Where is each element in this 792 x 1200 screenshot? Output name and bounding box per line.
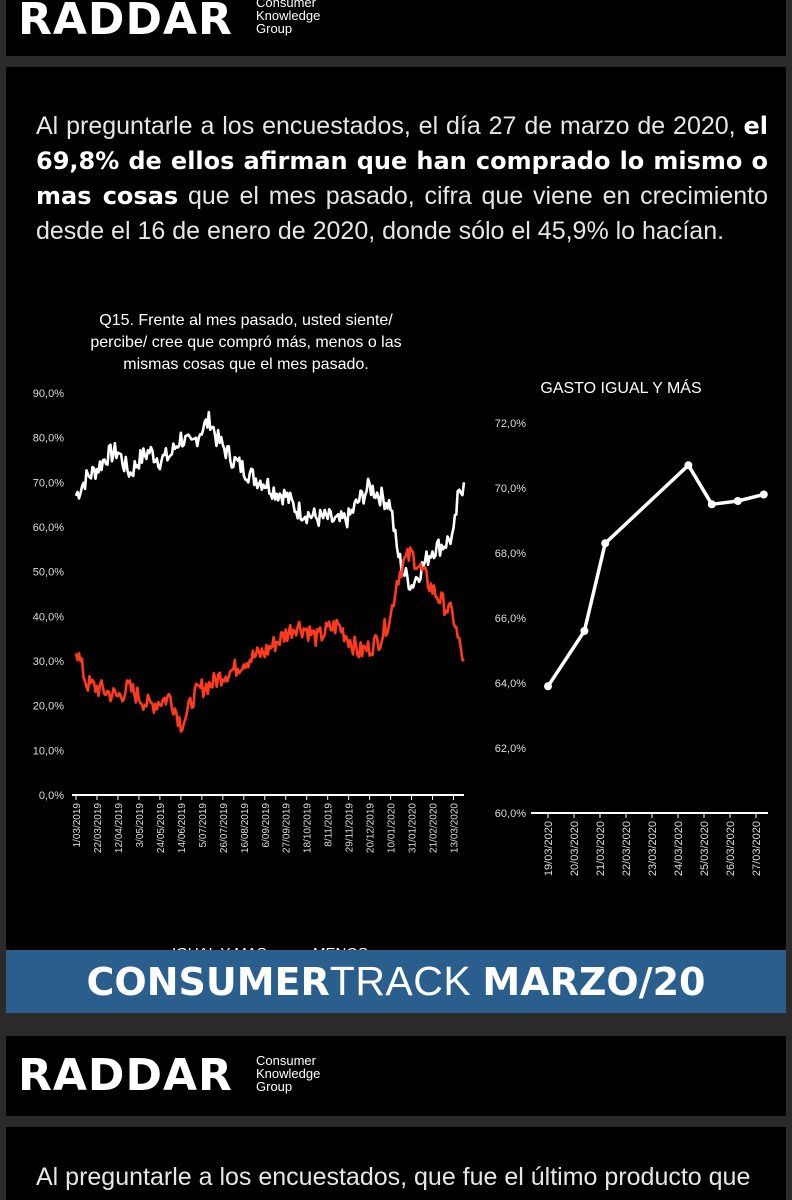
y-tick-label: 0,0% [39,790,64,802]
x-tick-label: 16/08/2019 [240,803,251,853]
y-tick-label: 90,0% [33,388,64,400]
y-tick-label: 20,0% [33,701,64,713]
x-tick-label: 26/07/2019 [219,803,230,853]
y-tick-label: 62,0% [495,743,526,755]
y-tick-label: 60,0% [495,808,526,820]
x-tick-label: 5/07/2019 [198,803,209,848]
x-tick-label: 8/11/2019 [324,803,335,847]
logo-subtitle-line: Knowledge [256,1066,321,1081]
data-point [707,500,716,509]
logo-subtitle-line: Consumer [256,0,316,10]
logo-subtitle-line: Group [256,1079,293,1094]
chart-title-line: percibe/ cree que compró más, menos o la… [90,334,402,351]
raddar-logo: RADDAR [18,0,233,45]
x-tick-label: 13/03/2020 [450,803,461,853]
x-tick-label: 20/12/2019 [366,803,377,853]
chart-gasto: 60,0% 62,0% 64,0% 66,0% 68,0% 70,0% 72,0% 19/03… [495,418,768,876]
x-tick-label: 21/03/2020 [595,821,607,876]
banner-bold: CONSUMER [86,960,330,1004]
brand-header: RADDAR Consumer Knowledge Group [6,0,786,56]
x-tick-label: 3/05/2019 [135,803,146,848]
chart-title-q15: Q15. Frente al mes pasado, usted siente/… [66,310,426,376]
series-line [74,546,465,733]
y-tick-label: 70,0% [495,483,526,495]
main-panel: Al preguntarle a los encuestados, el día… [6,67,786,962]
chart-title-line: Q15. Frente al mes pasado, usted siente/ [99,312,393,329]
x-tick-label: 29/11/2019 [345,803,356,853]
y-tick-label: 64,0% [495,678,526,690]
brand-footer: RADDAR Consumer Knowledge Group [6,1036,786,1116]
logo-subtitle-line: Consumer [256,1053,316,1068]
y-tick-label: 70,0% [33,477,64,489]
intro-paragraph: Al preguntarle a los encuestados, el día… [36,109,768,249]
x-tick-label: 27/09/2019 [282,803,293,853]
x-tick-label: 26/03/2020 [725,821,737,876]
banner-date: MARZO/20 [482,960,706,1004]
logo-subtitle-line: Group [256,21,293,36]
data-point [544,682,552,691]
x-tick-label: 14/06/2019 [177,803,188,853]
x-tick-label: 18/10/2019 [303,803,314,853]
x-tick-label: 10/01/2020 [387,803,398,853]
x-tick-label: 6/09/2019 [261,803,272,848]
x-tick-label: 22/03/2020 [621,821,633,876]
x-tick-label: 27/03/2020 [751,821,763,876]
series-line [546,463,765,688]
data-point [684,461,693,470]
chart-title-line: mismas cosas que el mes pasado. [123,356,369,373]
logo-subtitle: Consumer Knowledge Group [256,0,366,35]
y-tick-label: 10,0% [33,745,64,757]
x-tick-label: 25/03/2020 [699,821,711,876]
logo-subtitle: Consumer Knowledge Group [256,1054,366,1093]
raddar-logo: RADDAR [18,1050,233,1101]
chart-title-gasto: GASTO IGUAL Y MÁS [540,380,702,397]
next-panel: Al preguntarle a los encuestados, que fu… [6,1127,786,1200]
y-tick-label: 50,0% [33,567,64,579]
x-tick-label: 20/03/2020 [569,821,581,876]
x-tick-label: 24/03/2020 [673,821,685,876]
x-tick-label: 1/03/2019 [72,803,83,848]
consumertrack-banner: CONSUMERTRACK MARZO/20 [6,950,786,1013]
y-tick-label: 30,0% [33,656,64,668]
intro-text: Al preguntarle a los encuestados, el día… [36,112,744,140]
data-point [759,490,768,499]
y-tick-label: 80,0% [33,433,64,445]
y-tick-label: 72,0% [495,418,526,430]
x-tick-label: 19/03/2020 [543,821,555,876]
series-line [74,410,466,591]
intro-text-end: que el mes pasado, cifra que viene en cr… [36,182,768,245]
intro-highlight: el 69,8% de ellos afirman que han compra… [36,112,768,210]
y-tick-label: 40,0% [33,611,64,623]
y-tick-label: 66,0% [495,613,526,625]
banner-light: TRACK [329,958,472,1004]
y-tick-label: 68,0% [495,548,526,560]
logo-subtitle-line: Knowledge [256,8,321,23]
next-paragraph: Al preguntarle a los encuestados, que fu… [36,1163,751,1191]
x-tick-label: 22/03/2019 [93,803,104,853]
x-tick-label: 31/01/2020 [408,803,419,853]
x-tick-label: 23/03/2020 [647,821,659,876]
chart-q15: 0,0% 10,0% 20,0% 30,0% 40,0% 50,0% 60,0% 70,0% 8… [33,388,466,962]
data-point [601,539,610,548]
x-tick-label: 21/02/2020 [429,803,440,853]
x-tick-label: 12/04/2019 [114,803,125,853]
x-tick-label: 24/05/2019 [156,803,167,853]
data-point [733,497,742,505]
data-point [580,627,589,635]
y-tick-label: 60,0% [33,522,64,534]
